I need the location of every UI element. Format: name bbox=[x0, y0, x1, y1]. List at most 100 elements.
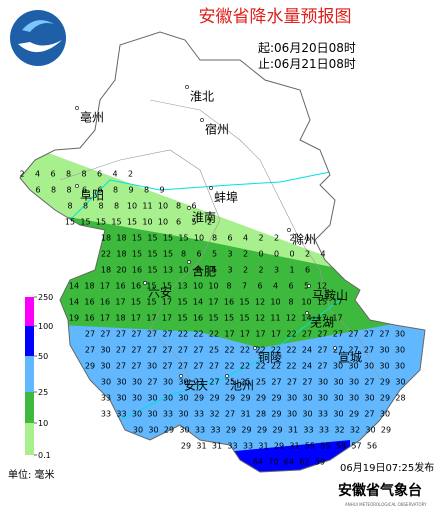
grid-value: 4 bbox=[273, 282, 278, 291]
grid-value: 27 bbox=[162, 346, 172, 355]
grid-value: 2 bbox=[207, 218, 212, 227]
grid-value: 15 bbox=[177, 298, 187, 307]
grid-value: 6 bbox=[196, 250, 201, 259]
grid-value: 17 bbox=[146, 314, 156, 323]
grid-value: 8 bbox=[83, 202, 88, 211]
legend-label: 25 bbox=[38, 388, 48, 397]
city-dot bbox=[187, 206, 191, 210]
grid-value: 2 bbox=[289, 234, 294, 243]
logo bbox=[10, 10, 66, 66]
end-time: 止:06月21日08时 bbox=[258, 57, 356, 71]
legend-swatch bbox=[25, 423, 34, 455]
grid-value: 8 bbox=[51, 186, 56, 195]
grid-value: 27 bbox=[287, 378, 297, 387]
grid-value: 18 bbox=[101, 266, 111, 275]
city-label: 宣城 bbox=[338, 350, 362, 365]
grid-value: 28 bbox=[256, 410, 266, 419]
grid-value: 22 bbox=[286, 362, 296, 371]
grid-value: 15 bbox=[317, 298, 327, 307]
grid-value: 30 bbox=[333, 394, 343, 403]
grid-value: 30 bbox=[395, 378, 405, 387]
grid-value: 27 bbox=[116, 346, 126, 355]
grid-value: 17 bbox=[162, 298, 172, 307]
grid-value: 31 bbox=[288, 426, 298, 435]
grid-value: 8 bbox=[98, 202, 103, 211]
grid-value: 29 bbox=[225, 394, 235, 403]
grid-value: 30 bbox=[147, 394, 157, 403]
grid-value: 27 bbox=[193, 346, 203, 355]
grid-value: 22 bbox=[178, 330, 188, 339]
unit: 单位: 毫米 bbox=[8, 468, 55, 481]
grid-value: 10 bbox=[208, 282, 218, 291]
grid-value: 15 bbox=[127, 218, 137, 227]
grid-value: 27 bbox=[364, 410, 374, 419]
grid-value: 15 bbox=[239, 298, 249, 307]
grid-value: 15 bbox=[111, 218, 121, 227]
grid-value: 16 bbox=[100, 298, 110, 307]
grid-value: 27 bbox=[348, 330, 358, 339]
grid-value: 3 bbox=[227, 266, 232, 275]
grid-value: 31 bbox=[196, 442, 206, 451]
grid-value: 12 bbox=[255, 298, 265, 307]
grid-value: 27 bbox=[116, 330, 126, 339]
grid-value: 29 bbox=[380, 394, 390, 403]
grid-value: 30 bbox=[333, 378, 343, 387]
grid-value: 30 bbox=[395, 330, 405, 339]
grid-value: 29 bbox=[181, 442, 191, 451]
grid-value: 27 bbox=[85, 346, 95, 355]
grid-value: 1 bbox=[289, 266, 294, 275]
grid-value: 27 bbox=[302, 378, 312, 387]
grid-value: 33 bbox=[243, 442, 253, 451]
grid-value: 62 bbox=[299, 458, 309, 467]
grid-value: 15 bbox=[80, 218, 90, 227]
grid-value: 6 bbox=[305, 266, 310, 275]
grid-value: 29 bbox=[271, 394, 281, 403]
grid-value: 6 bbox=[227, 234, 232, 243]
grid-value: 33 bbox=[303, 426, 313, 435]
grid-value: 30 bbox=[364, 362, 374, 371]
grid-value: 27 bbox=[147, 330, 157, 339]
grid-value: 64 bbox=[253, 458, 263, 467]
grid-value: 8 bbox=[212, 234, 217, 243]
grid-value: 6 bbox=[257, 282, 262, 291]
grid-value: 27 bbox=[85, 330, 95, 339]
grid-value: 4 bbox=[112, 170, 117, 179]
grid-value: 27 bbox=[348, 346, 358, 355]
grid-value: 30 bbox=[147, 410, 157, 419]
grid-value: 31 bbox=[240, 410, 250, 419]
grid-value: 27 bbox=[225, 410, 235, 419]
grid-value: 13 bbox=[177, 282, 187, 291]
grid-value: 6 bbox=[35, 186, 40, 195]
grid-value: 30 bbox=[132, 378, 142, 387]
grid-value: 33 bbox=[210, 426, 220, 435]
grid-value: 29 bbox=[194, 394, 204, 403]
grid-value: 15 bbox=[131, 298, 141, 307]
grid-value: 6 bbox=[191, 202, 196, 211]
city-dot bbox=[305, 311, 309, 315]
city-dot bbox=[209, 186, 213, 190]
grid-value: 29 bbox=[381, 426, 391, 435]
grid-value: 33 bbox=[163, 410, 173, 419]
grid-value: 22 bbox=[271, 346, 281, 355]
grid-value: 22 bbox=[255, 346, 265, 355]
grid-value: 15 bbox=[132, 234, 142, 243]
grid-value: 15 bbox=[146, 298, 156, 307]
grid-value: 58 bbox=[336, 442, 346, 451]
grid-value: 29 bbox=[164, 426, 174, 435]
grid-value: 2 bbox=[274, 234, 279, 243]
legend-swatch bbox=[25, 326, 34, 356]
province-outline bbox=[19, 31, 426, 473]
city-dot bbox=[200, 118, 204, 122]
grid-value: 22 bbox=[271, 362, 281, 371]
legend-label: 10 bbox=[38, 419, 48, 428]
city-dot bbox=[185, 85, 189, 89]
grid-value: 11 bbox=[270, 314, 280, 323]
grid-value: 6 bbox=[82, 186, 87, 195]
grid-value: 22 bbox=[101, 250, 111, 259]
grid-value: 30 bbox=[333, 410, 343, 419]
city-label: 铜陵 bbox=[258, 350, 282, 365]
city-label: 宿州 bbox=[205, 122, 229, 137]
grid-value: 17 bbox=[131, 314, 141, 323]
grid-value: 27 bbox=[162, 330, 172, 339]
grid-value: 22 bbox=[224, 346, 234, 355]
